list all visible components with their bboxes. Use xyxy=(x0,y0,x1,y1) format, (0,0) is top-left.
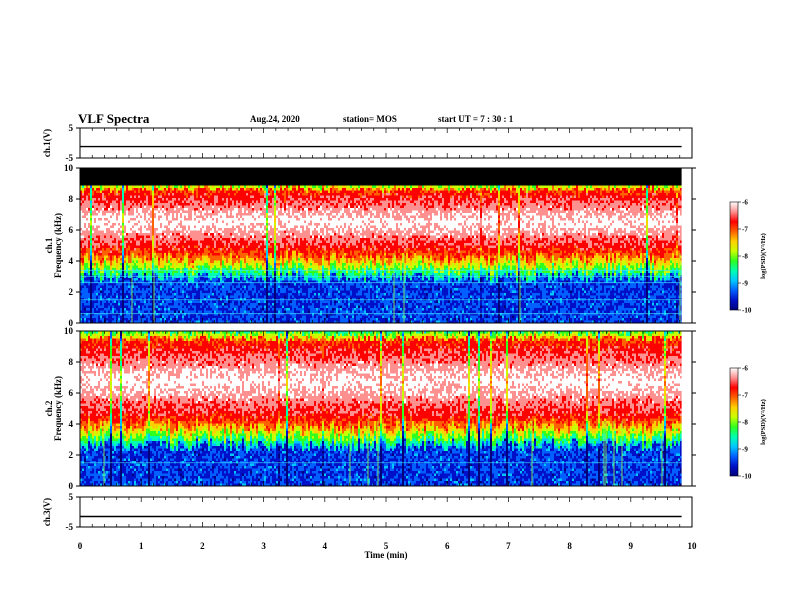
ch1-colorbar-tick-label-1: -7 xyxy=(742,226,748,234)
ch1-panel-label: ch.1 xyxy=(44,237,54,253)
ch1-heatmap xyxy=(80,168,682,323)
x-tick-label-2: 2 xyxy=(200,541,205,551)
station-label: station= MOS xyxy=(343,114,397,124)
x-tick-label-3: 3 xyxy=(261,541,266,551)
ch2-ytick-label-2: 4 xyxy=(69,419,74,429)
x-tick-label-0: 0 xyxy=(78,541,83,551)
ch2-ylabel: Frequency (kHz) xyxy=(53,376,63,441)
x-tick-label-1: 1 xyxy=(139,541,144,551)
ch2-colorbar-label: log(PSD)(V²/Hz) xyxy=(760,399,767,445)
x-tick-label-5: 5 xyxy=(384,541,389,551)
ch1-colorbar-tick-label-0: -6 xyxy=(742,199,748,207)
ch3v-ylabel: ch.3(V) xyxy=(42,498,52,526)
ch1-ytick-label-1: 2 xyxy=(69,287,74,297)
ch2-heatmap xyxy=(80,331,682,486)
ch1-ytick-label-2: 4 xyxy=(69,256,74,266)
ch3v-ytick-label-0: 5 xyxy=(69,492,74,502)
ch2-ytick-label-0: 0 xyxy=(69,481,74,491)
ch2-colorbar-tick-label-3: -9 xyxy=(742,446,748,454)
ch1-spectrogram-panel: 0 2 4 6 8 10 ch.1 Frequency (kHz) xyxy=(44,163,696,328)
ch2-ytick-label-3: 6 xyxy=(69,388,74,398)
ch1-colorbar-tick-label-4: -10 xyxy=(742,307,752,315)
x-tick-label-7: 7 xyxy=(506,541,511,551)
chart-title: VLF Spectra xyxy=(78,111,149,127)
ch1-ytick-label-3: 6 xyxy=(69,225,74,235)
ch1-colorbar-label: log(PSD)(V²/Hz) xyxy=(760,233,767,279)
ch2-colorbar-tick-label-0: -6 xyxy=(742,365,748,373)
ch2-ytick-label-5: 10 xyxy=(64,326,74,336)
ch2-ytick-label-4: 8 xyxy=(69,357,74,367)
x-axis-label: Time (min) xyxy=(364,550,407,560)
ch2-colorbar-tick-label-4: -10 xyxy=(742,473,752,481)
x-tick-label-4: 4 xyxy=(323,541,328,551)
ch1-colorbar-tick-label-2: -8 xyxy=(742,253,748,261)
ch2-colorbar-tick-label-2: -8 xyxy=(742,419,748,427)
ch1v-ytick-label-0: 5 xyxy=(69,123,74,133)
x-tick-label-8: 8 xyxy=(567,541,572,551)
ch3v-ytick-label-1: -5 xyxy=(66,522,74,532)
ch1v-ytick-label-1: -5 xyxy=(66,153,74,163)
ch2-colorbar-bar xyxy=(729,367,739,477)
ch1-ytick-label-5: 10 xyxy=(64,163,74,173)
ch1-ytick-label-0: 0 xyxy=(69,318,74,328)
x-tick-label-9: 9 xyxy=(629,541,634,551)
ch1-voltage-panel: 5 -5 ch.1(V) xyxy=(42,123,693,163)
time-axis: 0 1 2 3 4 5 6 7 8 9 10 Time (min) xyxy=(78,541,697,560)
ch1-colorbar-bar xyxy=(729,201,739,311)
start-time-label: start UT = 7 : 30 : 1 xyxy=(438,114,513,124)
ch1-colorbar-tick-label-3: -9 xyxy=(742,280,748,288)
x-tick-label-10: 10 xyxy=(688,541,698,551)
ch3-voltage-panel: 5 -5 ch.3(V) xyxy=(42,492,693,532)
ch2-spectrogram-panel: 0 2 4 6 8 10 ch.2 Frequency (kHz) xyxy=(44,326,696,491)
ch2-panel-label: ch.2 xyxy=(44,400,54,416)
ch1-ylabel: Frequency (kHz) xyxy=(53,213,63,278)
ch1v-ylabel: ch.1(V) xyxy=(42,129,52,157)
date-label: Aug.24, 2020 xyxy=(250,114,300,124)
ch2-ytick-label-1: 2 xyxy=(69,450,74,460)
x-tick-label-6: 6 xyxy=(445,541,450,551)
ch1-colorbar: -6 -7 -8 -9 -10 log(PSD)(V²/Hz) xyxy=(729,199,767,315)
ch1-ytick-label-4: 8 xyxy=(69,194,74,204)
ch2-colorbar-tick-label-1: -7 xyxy=(742,392,748,400)
ch2-colorbar: -6 -7 -8 -9 -10 log(PSD)(V²/Hz) xyxy=(729,365,767,481)
